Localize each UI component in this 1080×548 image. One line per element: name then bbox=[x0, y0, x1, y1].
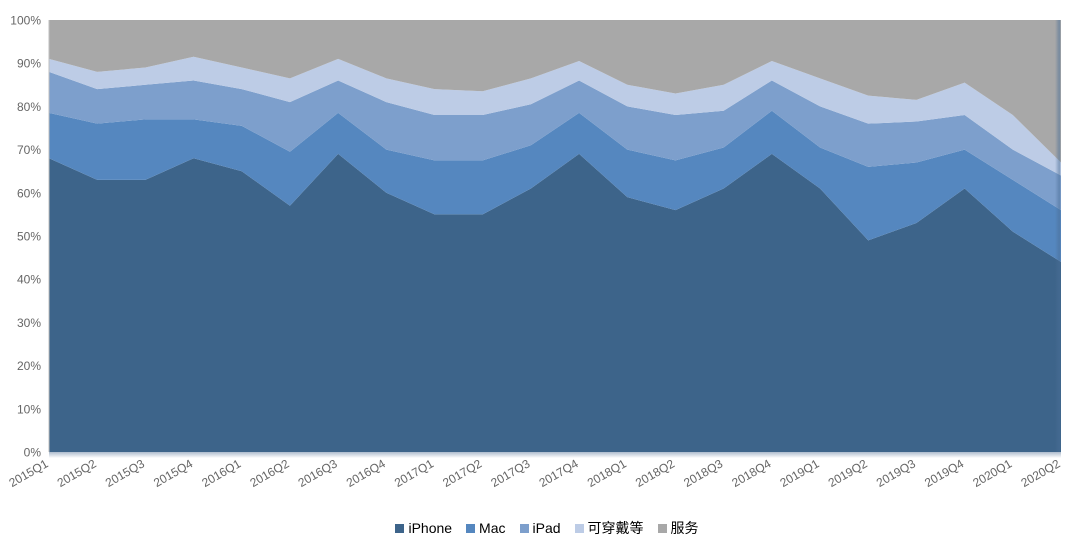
svg-text:60%: 60% bbox=[17, 186, 41, 200]
svg-text:2015Q3: 2015Q3 bbox=[103, 456, 147, 490]
svg-text:40%: 40% bbox=[17, 273, 41, 287]
svg-text:2018Q2: 2018Q2 bbox=[633, 456, 677, 490]
svg-text:2019Q1: 2019Q1 bbox=[778, 456, 822, 490]
svg-text:2017Q1: 2017Q1 bbox=[392, 456, 436, 490]
svg-text:2019Q3: 2019Q3 bbox=[874, 456, 918, 490]
svg-text:2018Q1: 2018Q1 bbox=[585, 456, 629, 490]
svg-text:2015Q1: 2015Q1 bbox=[7, 456, 51, 490]
svg-text:2016Q4: 2016Q4 bbox=[344, 456, 388, 490]
svg-text:2017Q4: 2017Q4 bbox=[537, 456, 581, 490]
svg-text:2016Q3: 2016Q3 bbox=[296, 456, 340, 490]
svg-text:2018Q3: 2018Q3 bbox=[681, 456, 725, 490]
svg-text:2016Q2: 2016Q2 bbox=[248, 456, 292, 490]
svg-text:90%: 90% bbox=[17, 57, 41, 71]
svg-text:2015Q2: 2015Q2 bbox=[55, 456, 99, 490]
svg-text:2015Q4: 2015Q4 bbox=[151, 456, 195, 490]
svg-text:2017Q2: 2017Q2 bbox=[440, 456, 484, 490]
svg-text:20%: 20% bbox=[17, 359, 41, 373]
svg-text:2019Q4: 2019Q4 bbox=[922, 456, 966, 490]
svg-text:2020Q2: 2020Q2 bbox=[1019, 456, 1063, 490]
svg-text:2016Q1: 2016Q1 bbox=[199, 456, 243, 490]
svg-text:50%: 50% bbox=[17, 230, 41, 244]
svg-text:2018Q4: 2018Q4 bbox=[729, 456, 773, 490]
svg-text:30%: 30% bbox=[17, 316, 41, 330]
svg-text:80%: 80% bbox=[17, 100, 41, 114]
svg-text:10%: 10% bbox=[17, 402, 41, 416]
svg-text:100%: 100% bbox=[10, 14, 41, 28]
svg-text:2020Q1: 2020Q1 bbox=[970, 456, 1014, 490]
svg-text:2019Q2: 2019Q2 bbox=[826, 456, 870, 490]
svg-text:70%: 70% bbox=[17, 143, 41, 157]
svg-text:2017Q3: 2017Q3 bbox=[488, 456, 532, 490]
svg-text:0%: 0% bbox=[24, 446, 42, 460]
